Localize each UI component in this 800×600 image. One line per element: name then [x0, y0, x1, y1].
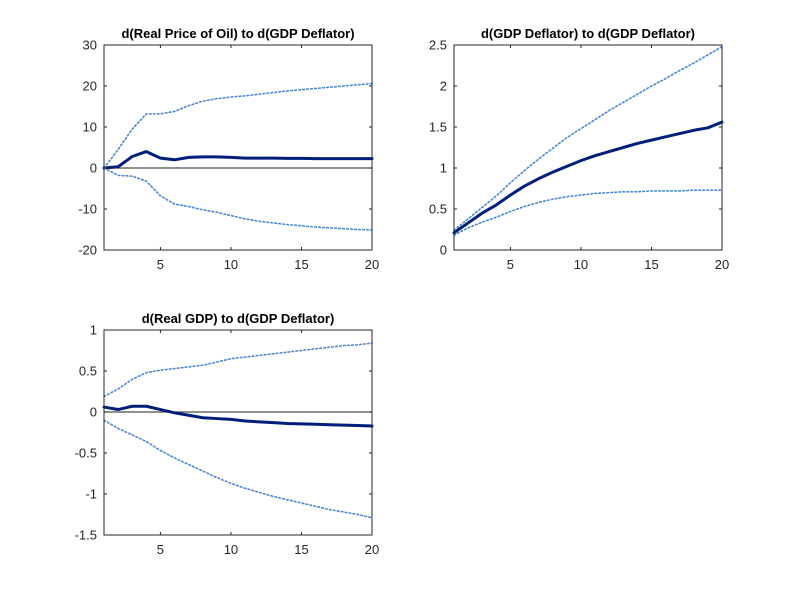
y-tick-label: 0 [90, 161, 97, 176]
y-tick-label: -0.5 [75, 446, 97, 461]
y-tick-label: 1.5 [429, 120, 447, 135]
chart-panel-3: d(Real GDP) to d(GDP Deflator)5 10 15 20-1.… [75, 311, 380, 557]
x-tick-label: 10 [574, 257, 588, 272]
confidence-band-upper [103, 342, 373, 398]
y-tick-label: -10 [78, 202, 97, 217]
y-tick-label: -1 [85, 487, 97, 502]
x-tick-label: 20 [715, 257, 729, 272]
x-tick-label: 5 [157, 257, 164, 272]
chart-panel-1: d(Real Price of Oil) to d(GDP Deflator) 5… [78, 26, 379, 272]
confidence-band-lower [103, 167, 373, 231]
y-tick-label: 0 [90, 405, 97, 420]
chart-title: d(GDP Deflator) to d(GDP Deflator) [481, 26, 695, 41]
y-tick-label: 0.5 [79, 364, 97, 379]
y-tick-label: -20 [78, 243, 97, 258]
y-tick-label: 0 [440, 243, 447, 258]
y-tick-label: 1 [90, 323, 97, 338]
x-tick-label: 20 [365, 257, 379, 272]
confidence-band-lower [103, 419, 373, 519]
x-tick-label: 20 [365, 542, 379, 557]
axes-frame [103, 44, 373, 251]
axes-frame [453, 44, 723, 251]
chart-panel-2: d(GDP Deflator) to d(GDP Deflator)5 10 15 2… [429, 26, 729, 272]
chart-title: d(Real GDP) to d(GDP Deflator) [142, 311, 335, 326]
y-tick-label: -1.5 [75, 528, 97, 543]
x-tick-label: 10 [224, 542, 238, 557]
confidence-band-upper [103, 82, 373, 169]
axes-frame [103, 329, 373, 536]
x-tick-label: 15 [294, 542, 308, 557]
y-tick-label: 0.5 [429, 202, 447, 217]
confidence-band-upper [453, 45, 723, 232]
chart-title: d(Real Price of Oil) to d(GDP Deflator) [121, 26, 354, 41]
y-tick-label: 30 [83, 38, 97, 53]
response-line [452, 120, 724, 235]
x-tick-label: 15 [644, 257, 658, 272]
x-tick-label: 5 [507, 257, 514, 272]
x-tick-label: 10 [224, 257, 238, 272]
y-tick-label: 10 [83, 120, 97, 135]
y-tick-label: 20 [83, 79, 97, 94]
y-tick-label: 2.5 [429, 38, 447, 53]
response-line [102, 404, 374, 428]
confidence-band-lower [453, 189, 723, 237]
x-tick-label: 5 [157, 542, 164, 557]
response-line [102, 150, 374, 170]
x-tick-label: 15 [294, 257, 308, 272]
y-tick-label: 1 [440, 161, 447, 176]
y-tick-label: 2 [440, 79, 447, 94]
